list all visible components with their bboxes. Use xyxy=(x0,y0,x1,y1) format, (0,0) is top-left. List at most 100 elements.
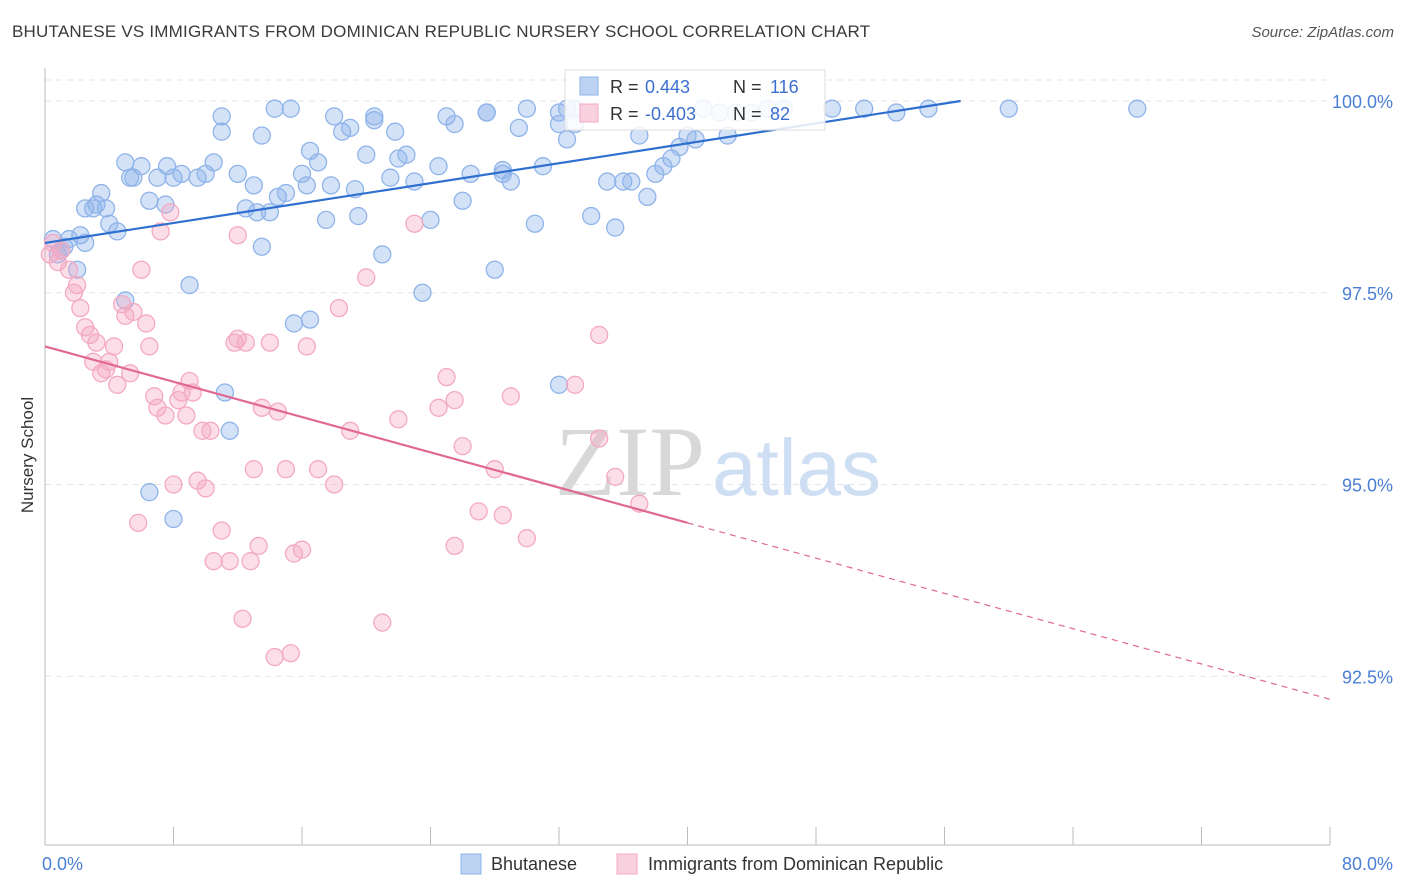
point-dominican xyxy=(137,314,156,333)
point-dominican xyxy=(220,552,239,571)
point-bhutanese xyxy=(686,130,705,149)
point-dominican xyxy=(51,241,71,260)
point-bhutanese xyxy=(357,145,376,164)
point-dominican xyxy=(517,529,537,548)
point-bhutanese xyxy=(96,199,116,218)
point-dominican xyxy=(212,521,231,540)
point-bhutanese xyxy=(598,172,617,191)
point-bhutanese xyxy=(999,99,1018,118)
point-dominican xyxy=(124,302,143,322)
point-bhutanese xyxy=(116,153,135,172)
point-dominican xyxy=(265,647,284,667)
point-dominican xyxy=(236,333,255,352)
point-dominican xyxy=(156,406,175,425)
point-bhutanese xyxy=(373,245,392,264)
point-dominican xyxy=(405,214,424,233)
watermark-zip: ZIP xyxy=(555,406,705,517)
point-bhutanese xyxy=(445,114,464,134)
point-dominican xyxy=(606,467,625,486)
point-dominican xyxy=(297,337,316,356)
point-bhutanese xyxy=(180,275,199,295)
point-bhutanese xyxy=(919,99,938,118)
point-dominican xyxy=(453,437,472,456)
point-dominican xyxy=(590,325,609,345)
watermark-atlas: atlas xyxy=(712,423,881,512)
point-dominican xyxy=(196,479,215,498)
point-bhutanese xyxy=(509,118,528,138)
point-bhutanese xyxy=(132,157,151,176)
point-bhutanese xyxy=(822,99,842,118)
point-bhutanese xyxy=(413,283,432,302)
n-value-2: 82 xyxy=(770,104,790,124)
point-bhutanese xyxy=(204,153,223,172)
point-dominican xyxy=(140,337,159,356)
point-bhutanese xyxy=(92,183,111,203)
point-bhutanese xyxy=(549,375,569,394)
point-dominican xyxy=(87,333,106,352)
point-bhutanese xyxy=(276,183,296,203)
point-bhutanese xyxy=(381,168,400,187)
point-bhutanese xyxy=(581,206,601,226)
point-dominican xyxy=(260,333,280,352)
point-bhutanese xyxy=(284,314,304,333)
point-dominican xyxy=(445,536,464,556)
point-dominican xyxy=(104,337,124,356)
legend-swatch-bhutanese xyxy=(460,853,482,875)
point-bhutanese xyxy=(212,107,231,126)
point-dominican xyxy=(151,222,170,241)
x-tick-label-max: 80.0% xyxy=(1342,854,1393,874)
point-dominican xyxy=(164,475,183,494)
point-bhutanese xyxy=(316,210,336,230)
n-value-1: 116 xyxy=(770,77,799,97)
point-dominican xyxy=(228,226,247,245)
stats-legend-box xyxy=(564,69,826,131)
point-bhutanese xyxy=(501,172,520,191)
point-bhutanese xyxy=(517,99,537,118)
point-dominican xyxy=(308,460,328,479)
point-bhutanese xyxy=(557,130,577,149)
chart-title: BHUTANESE VS IMMIGRANTS FROM DOMINICAN R… xyxy=(12,22,871,41)
point-bhutanese xyxy=(297,176,316,195)
point-bhutanese xyxy=(386,122,405,141)
point-bhutanese xyxy=(461,164,480,184)
r-value-2: -0.403 xyxy=(645,104,696,124)
point-dominican xyxy=(429,398,448,417)
point-bhutanese xyxy=(429,157,448,176)
data-points xyxy=(40,99,1147,667)
point-bhutanese xyxy=(349,206,368,226)
point-dominican xyxy=(437,367,456,387)
point-bhutanese xyxy=(324,107,344,126)
point-dominican xyxy=(201,421,220,440)
point-dominican xyxy=(177,406,196,425)
point-dominican xyxy=(59,260,79,279)
point-dominican xyxy=(161,203,180,222)
point-dominican xyxy=(145,387,164,406)
point-dominican xyxy=(129,513,148,533)
n-label-2: N = xyxy=(733,104,762,124)
point-bhutanese xyxy=(228,164,247,184)
y-tick-label: 95.0% xyxy=(1342,476,1393,496)
point-dominican xyxy=(233,609,252,628)
legend-swatch-dominican xyxy=(616,853,638,875)
axes xyxy=(44,68,1331,846)
point-dominican xyxy=(373,613,392,632)
point-bhutanese xyxy=(525,214,545,233)
watermark: ZIP atlas xyxy=(555,406,881,517)
point-bhutanese xyxy=(421,210,440,230)
point-bhutanese xyxy=(140,483,159,502)
point-dominican xyxy=(324,475,344,494)
legend-label-dominican: Immigrants from Dominican Republic xyxy=(648,854,943,874)
point-dominican xyxy=(204,552,223,571)
point-bhutanese xyxy=(252,126,271,145)
point-bhutanese xyxy=(252,237,271,256)
point-bhutanese xyxy=(140,191,159,210)
tick-labels: 92.5% 95.0% 97.5% 100.0% 0.0% 80.0% xyxy=(42,92,1393,874)
point-bhutanese xyxy=(321,176,341,195)
trend-line-dominican xyxy=(44,345,688,524)
point-bhutanese xyxy=(855,99,874,118)
point-bhutanese xyxy=(485,260,504,279)
point-dominican xyxy=(241,552,260,571)
point-dominican xyxy=(108,375,127,394)
trend-line-dominican-extension xyxy=(687,522,1331,700)
point-dominican xyxy=(445,390,464,410)
